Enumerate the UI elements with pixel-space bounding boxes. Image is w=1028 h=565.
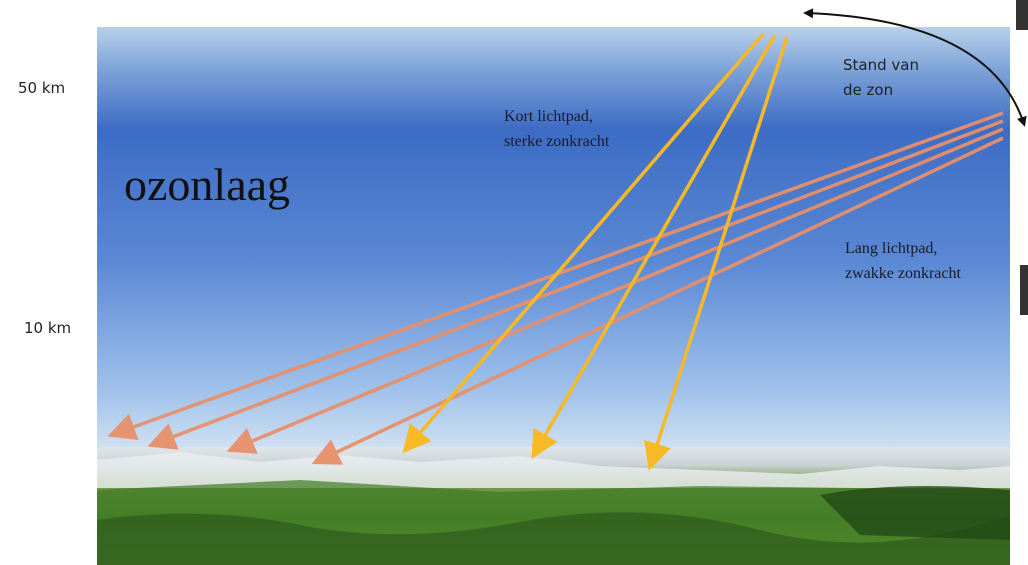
label-line: Lang lichtpad, (845, 240, 937, 257)
label-line: sterke zonkracht (504, 133, 610, 150)
altitude-label: 10 km (24, 319, 71, 337)
label-line: de zon (843, 81, 893, 99)
diagram: 50 km 10 km ozonlaag Kort lichtpad, ster… (0, 0, 1028, 565)
label-line: zwakke zonkracht (845, 265, 961, 282)
edge-block (1020, 265, 1028, 315)
edge-block (1016, 0, 1028, 30)
layer-label: ozonlaag (124, 159, 290, 210)
label-line: Kort lichtpad, (504, 108, 593, 125)
altitude-label: 50 km (18, 79, 65, 97)
label-line: Stand van (843, 56, 919, 74)
